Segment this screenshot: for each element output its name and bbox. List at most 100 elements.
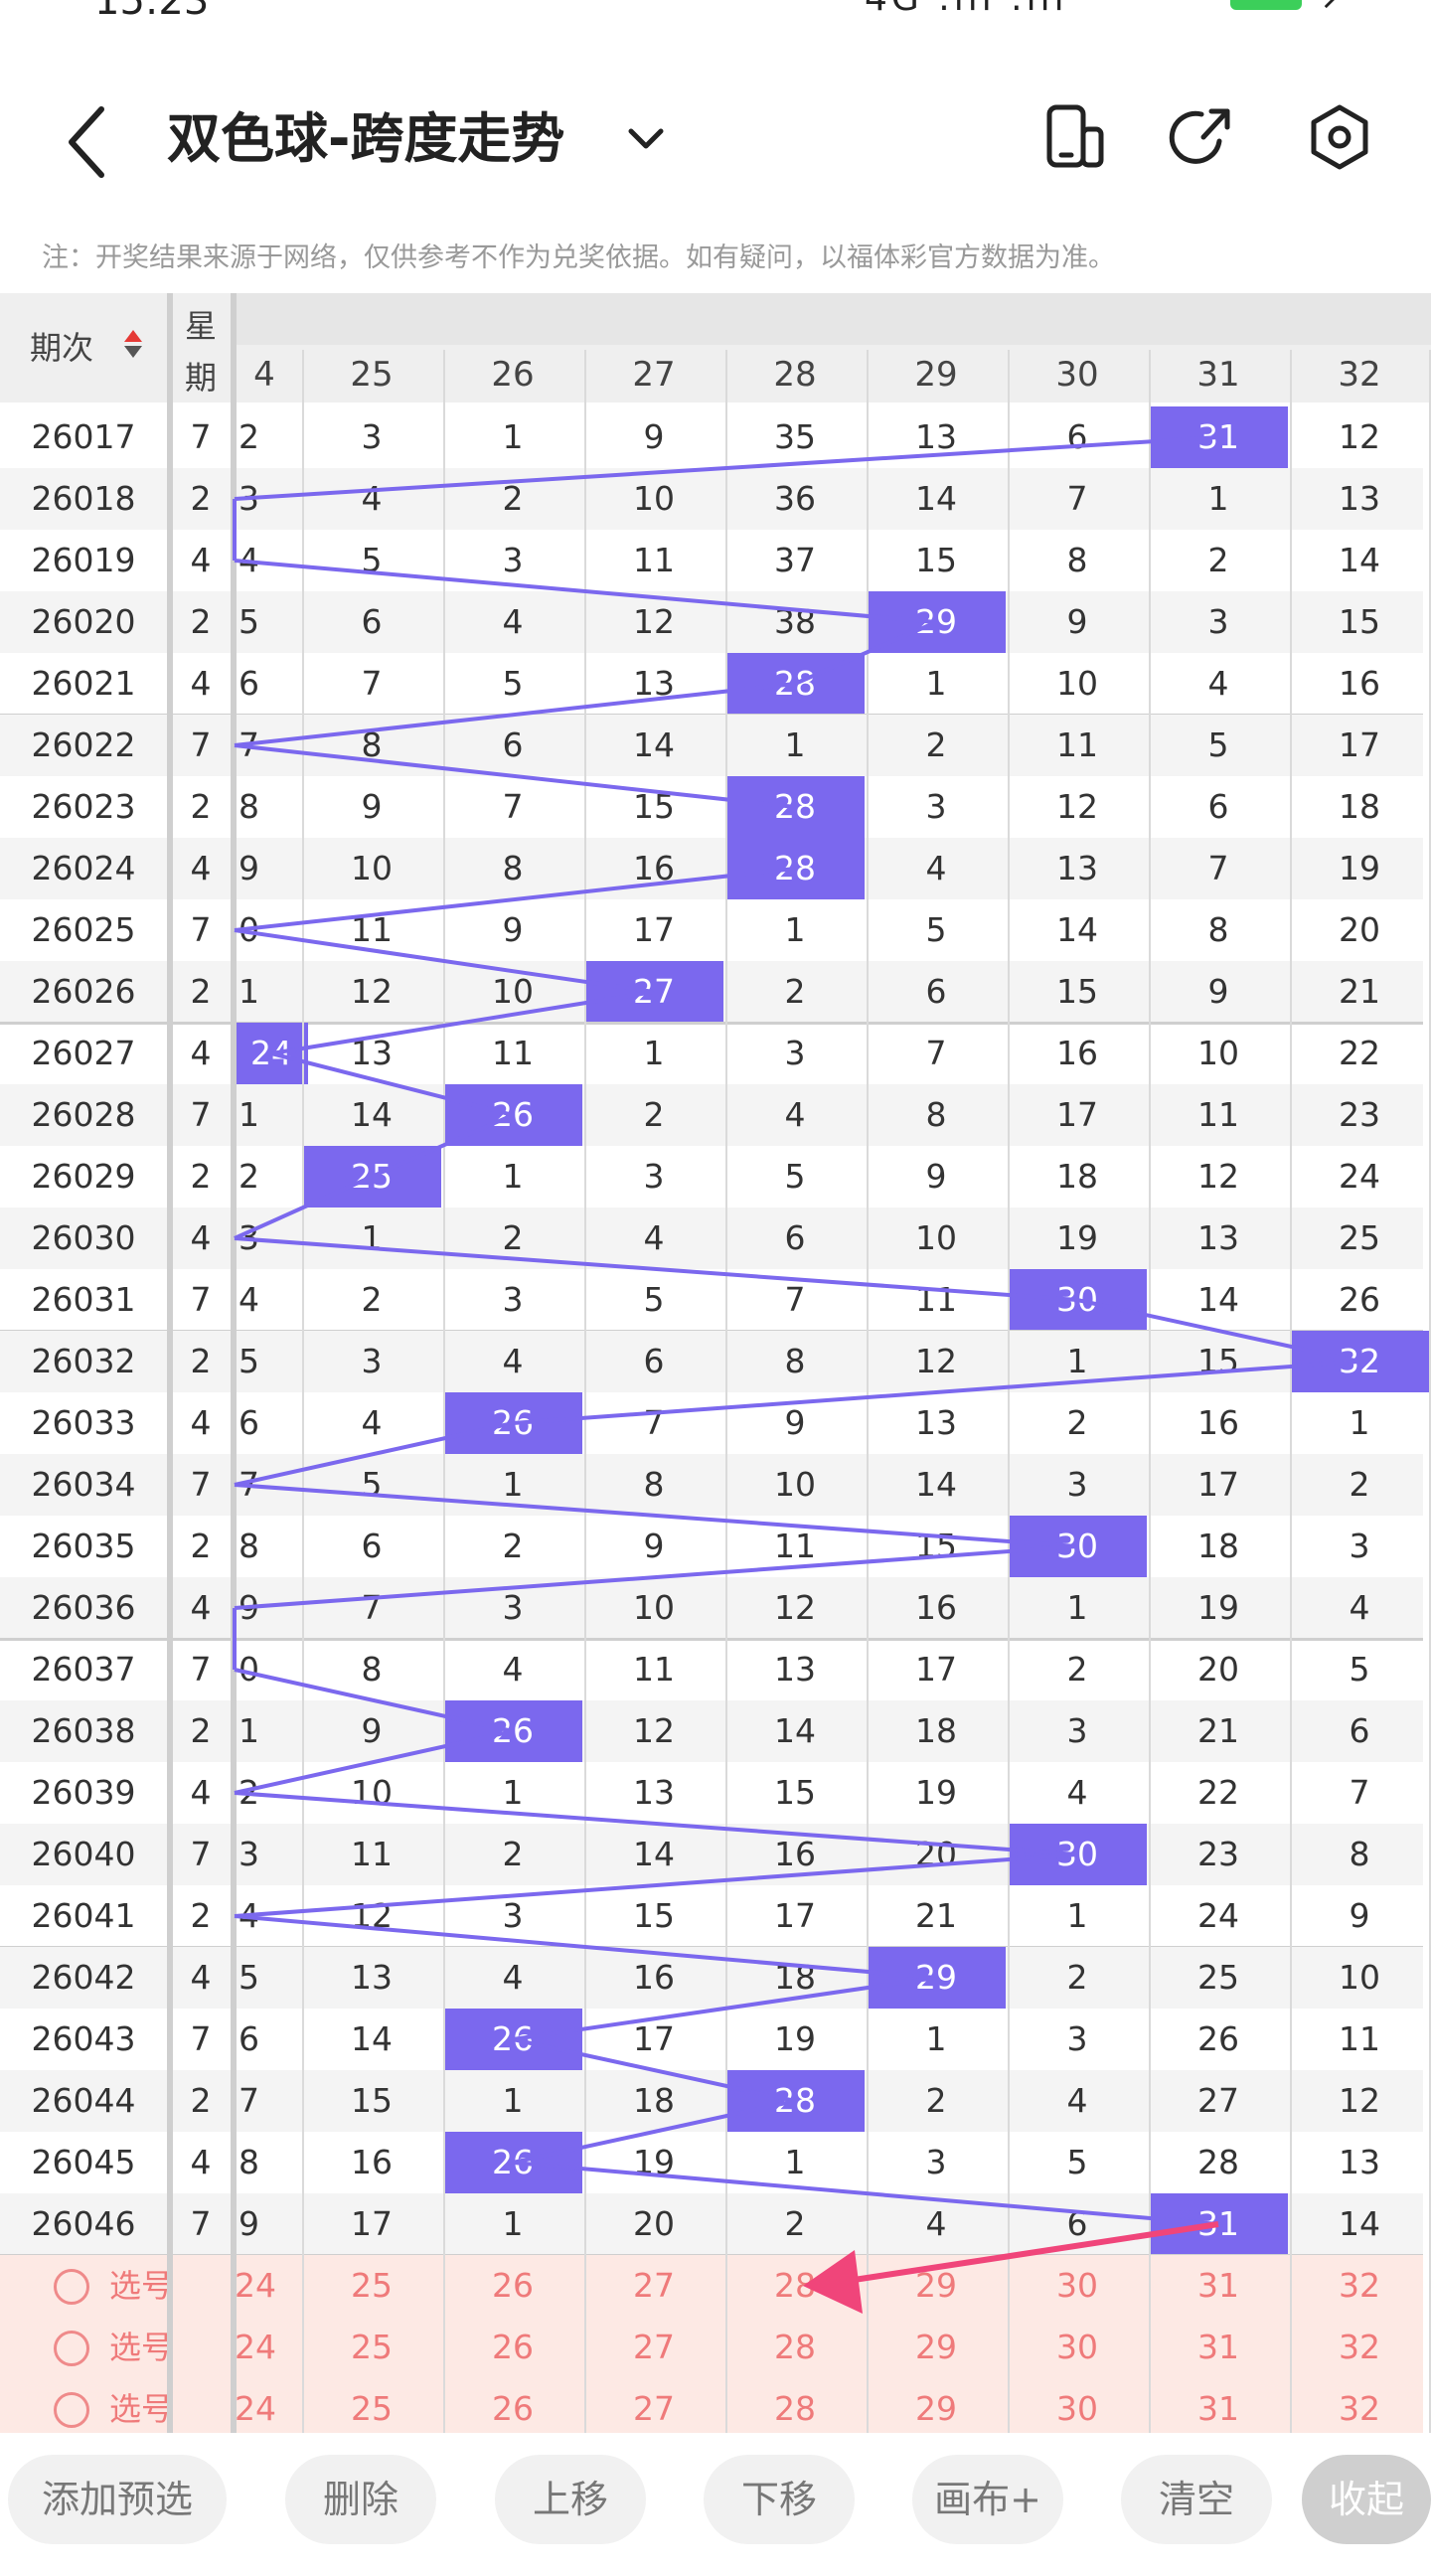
table-row: 26039 4 2 10 1 13 15 19 4 22 7 [0, 1762, 1423, 1824]
pick-number[interactable]: 25 [351, 2328, 393, 2366]
pick-number[interactable]: 27 [633, 2328, 675, 2366]
pick-number[interactable]: 27 [633, 2266, 675, 2305]
week-cell: 7 [190, 910, 212, 949]
phone-icon[interactable] [1039, 101, 1111, 173]
value-cell: 4 [1349, 1588, 1370, 1627]
pick-label[interactable]: 选号 [109, 2329, 174, 2366]
pick-label[interactable]: 选号 [109, 2267, 174, 2305]
pick-number[interactable]: 28 [774, 2389, 816, 2428]
pick-number[interactable]: 29 [915, 2266, 957, 2305]
value-cell: 2 [1207, 541, 1229, 579]
signal-icon: 4G .ıll .ıll [865, 0, 1068, 19]
pick-number[interactable]: 31 [1197, 2266, 1239, 2305]
chevron-down-icon[interactable] [621, 114, 671, 164]
value-cell: 17 [915, 1650, 957, 1689]
pick-row[interactable]: 选号 24 25 26 27 28 29 30 31 32 [0, 2255, 1423, 2317]
value-cell: 1 [925, 2019, 947, 2058]
page-title[interactable]: 双色球-跨度走势 [167, 107, 565, 170]
add-preselect-button[interactable]: 添加预选 [8, 2455, 227, 2544]
location-arrow-icon: ↗ [1320, 0, 1349, 18]
value-cell: 10 [633, 479, 675, 518]
radio-circle-icon[interactable] [54, 2269, 89, 2305]
pick-row[interactable]: 选号 24 25 26 27 28 29 30 31 32 [0, 2378, 1423, 2440]
value-cell: 2 [238, 1157, 259, 1196]
pick-number[interactable]: 30 [1056, 2328, 1098, 2366]
pick-number[interactable]: 31 [1197, 2328, 1239, 2366]
period-header[interactable]: 期次 [30, 329, 94, 367]
week-cell: 2 [190, 787, 212, 826]
value-cell: 12 [351, 972, 393, 1011]
move-down-button[interactable]: 下移 [704, 2455, 855, 2544]
value-cell: 15 [915, 541, 957, 579]
hit-cell: 27 [584, 961, 723, 1023]
pick-number[interactable]: 24 [235, 2266, 276, 2305]
value-cell: 3 [1066, 2019, 1088, 2058]
share-icon[interactable] [1168, 101, 1239, 173]
pick-number[interactable]: 32 [1339, 2328, 1380, 2366]
value-cell: 8 [643, 1465, 665, 1504]
radio-circle-icon[interactable] [54, 2331, 89, 2366]
value-cell: 26 [1197, 2019, 1239, 2058]
pick-number[interactable]: 28 [774, 2328, 816, 2366]
pick-number[interactable]: 28 [774, 2266, 816, 2305]
pick-number[interactable]: 30 [1056, 2266, 1098, 2305]
table-row: 26043 7 6 14 26 17 19 1 3 26 11 [0, 2009, 1423, 2070]
value-cell: 14 [915, 479, 957, 518]
week-cell: 7 [190, 1465, 212, 1504]
table-row: 26027 4 24 13 11 1 3 7 16 10 22 [0, 1023, 1423, 1084]
value-cell: 3 [238, 1218, 259, 1257]
pick-number[interactable]: 25 [351, 2389, 393, 2428]
value-cell: 9 [643, 1527, 665, 1565]
clear-button[interactable]: 清空 [1121, 2455, 1272, 2544]
collapse-button[interactable]: 收起 [1302, 2455, 1431, 2544]
pick-number[interactable]: 29 [915, 2328, 957, 2366]
pick-number[interactable]: 25 [351, 2266, 393, 2305]
value-cell: 10 [351, 849, 393, 887]
value-cell: 4 [502, 1650, 524, 1689]
value-cell: 17 [633, 2019, 675, 2058]
pick-number[interactable]: 26 [492, 2328, 534, 2366]
pick-number[interactable]: 24 [235, 2389, 276, 2428]
table-row: 26024 4 9 10 8 16 28 4 13 7 19 [0, 838, 1423, 899]
value-cell: 3 [238, 1835, 259, 1873]
settings-icon[interactable] [1304, 101, 1375, 173]
value-cell: 1 [361, 1218, 383, 1257]
move-up-button[interactable]: 上移 [495, 2455, 646, 2544]
pick-number[interactable]: 26 [492, 2389, 534, 2428]
value-cell: 5 [238, 602, 259, 641]
value-cell: 26 [1339, 1280, 1380, 1319]
pick-row[interactable]: 选号 24 25 26 27 28 29 30 31 32 [0, 2317, 1423, 2378]
pick-number[interactable]: 31 [1197, 2389, 1239, 2428]
pick-label[interactable]: 选号 [109, 2390, 174, 2428]
pick-number[interactable]: 32 [1339, 2389, 1380, 2428]
sort-down-icon[interactable] [124, 346, 142, 358]
value-cell: 18 [1197, 1527, 1239, 1565]
value-cell: 10 [492, 972, 534, 1011]
table-row: 26041 2 4 12 3 15 17 21 1 24 9 [0, 1885, 1423, 1947]
week-header-line1: 星 [184, 307, 217, 345]
delete-button[interactable]: 删除 [285, 2455, 436, 2544]
value-cell: 7 [925, 1034, 947, 1072]
radio-circle-icon[interactable] [54, 2392, 89, 2428]
value-cell: 4 [643, 1218, 665, 1257]
back-icon[interactable] [58, 97, 117, 187]
value-cell: 27 [1197, 2081, 1239, 2120]
pick-number[interactable]: 27 [633, 2389, 675, 2428]
canvas-button[interactable]: 画布+ [912, 2455, 1063, 2544]
value-cell: 14 [1339, 541, 1380, 579]
table-row: 26045 4 8 16 26 19 1 3 5 28 13 [0, 2132, 1423, 2193]
pick-number[interactable]: 30 [1056, 2389, 1098, 2428]
pick-number[interactable]: 32 [1339, 2266, 1380, 2305]
period-cell: 26039 [31, 1773, 136, 1812]
pick-number[interactable]: 29 [915, 2389, 957, 2428]
pick-number[interactable]: 26 [492, 2266, 534, 2305]
sort-up-icon[interactable] [124, 330, 142, 342]
value-cell: 9 [361, 1711, 383, 1750]
hit-cell: 29 [867, 1947, 1006, 2009]
pick-number[interactable]: 24 [235, 2328, 276, 2366]
value-cell: 14 [351, 1095, 393, 1134]
value-cell: 9 [784, 1403, 806, 1442]
value-cell: 1 [502, 2204, 524, 2243]
value-cell: 11 [774, 1527, 816, 1565]
column-header: 28 [773, 355, 817, 395]
